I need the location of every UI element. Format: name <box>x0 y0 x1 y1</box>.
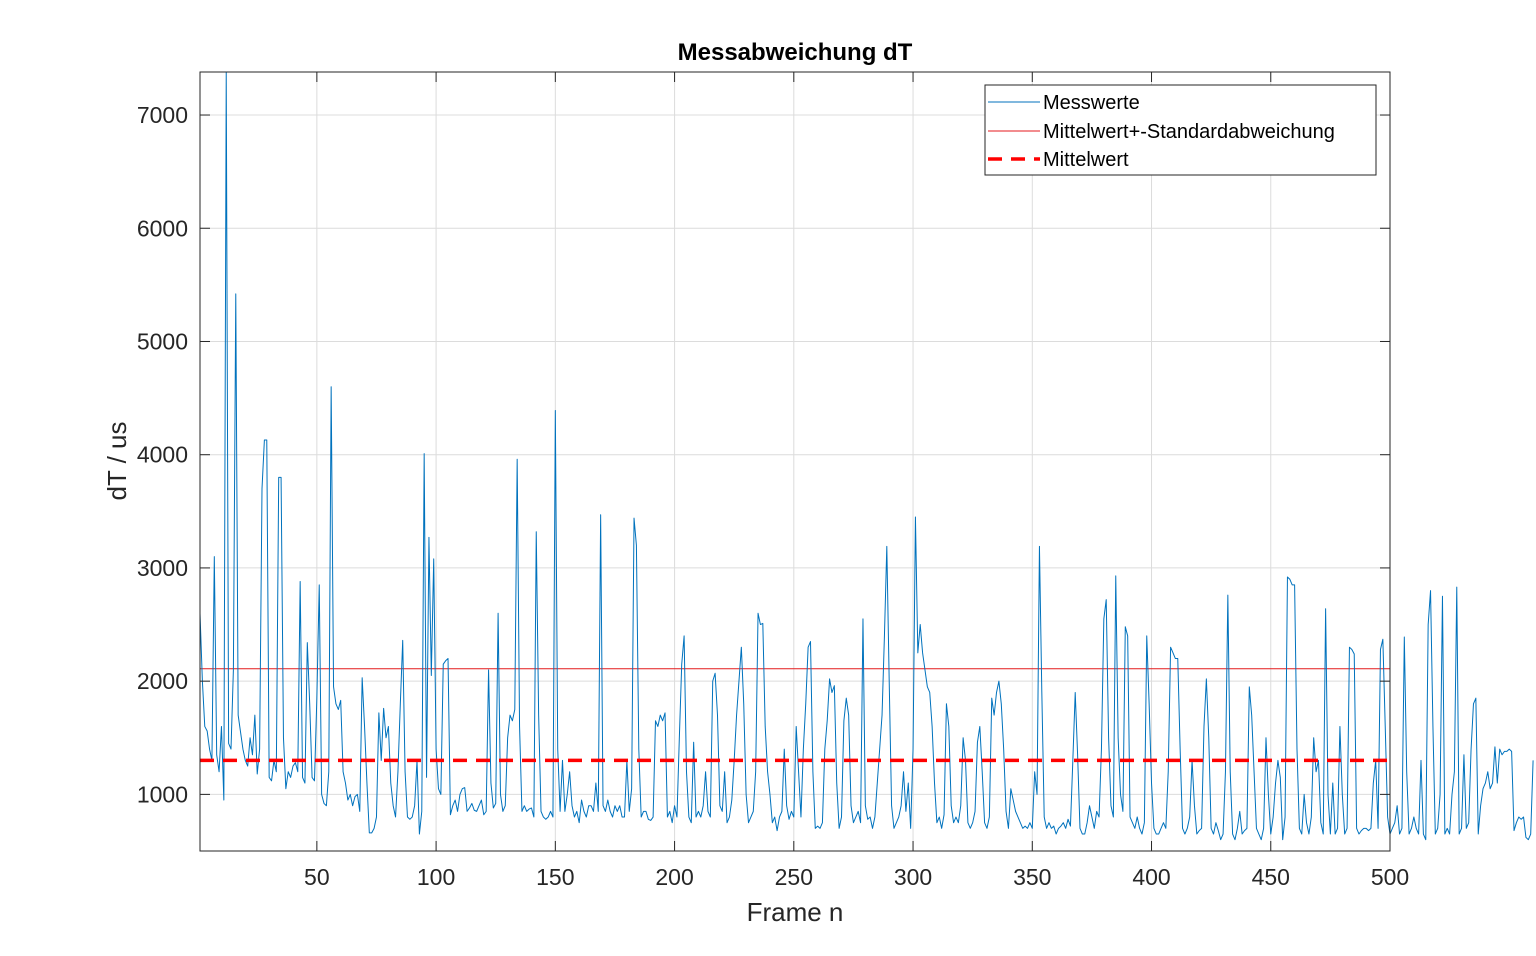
x-axis-label: Frame n <box>747 897 844 927</box>
y-axis-label: dT / us <box>102 421 132 500</box>
series-line-messwerte <box>199 71 1534 841</box>
x-axis-tick-labels: 50 100 150 200 250 300 350 400 450 500 <box>304 864 1409 890</box>
y-axis-tick-labels: 1000 2000 3000 4000 5000 6000 7000 <box>137 102 188 807</box>
y-tick-label: 6000 <box>137 215 188 241</box>
x-tick-label: 300 <box>894 864 932 890</box>
chart-title: Messabweichung dT <box>678 39 913 66</box>
legend-label-mittelwert: Mittelwert <box>1043 149 1129 171</box>
y-tick-label: 1000 <box>137 781 188 807</box>
x-tick-label: 200 <box>655 864 693 890</box>
plot-background <box>200 72 1390 851</box>
legend-label-messwerte: Messwerte <box>1043 92 1140 114</box>
x-tick-label: 500 <box>1371 864 1409 890</box>
plot-area <box>199 71 1534 852</box>
x-tick-label: 100 <box>417 864 455 890</box>
plot-frame <box>199 71 1391 852</box>
y-tick-label: 4000 <box>137 442 188 468</box>
legend-label-standardabweichung: Mittelwert+-Standardabweichung <box>1043 121 1335 143</box>
y-tick-label: 7000 <box>137 102 188 128</box>
x-tick-label: 250 <box>775 864 813 890</box>
y-tick-label: 5000 <box>137 328 188 354</box>
axis-ticks <box>200 72 1391 851</box>
y-tick-label: 3000 <box>137 555 188 581</box>
legend-box <box>984 84 1377 176</box>
x-tick-label: 350 <box>1013 864 1051 890</box>
x-tick-label: 50 <box>304 864 330 890</box>
legend: Messwerte Mittelwert+-Standardabweichung… <box>984 84 1377 176</box>
x-tick-label: 150 <box>536 864 574 890</box>
y-tick-label: 2000 <box>137 668 188 694</box>
x-tick-label: 400 <box>1132 864 1170 890</box>
x-tick-label: 450 <box>1252 864 1290 890</box>
